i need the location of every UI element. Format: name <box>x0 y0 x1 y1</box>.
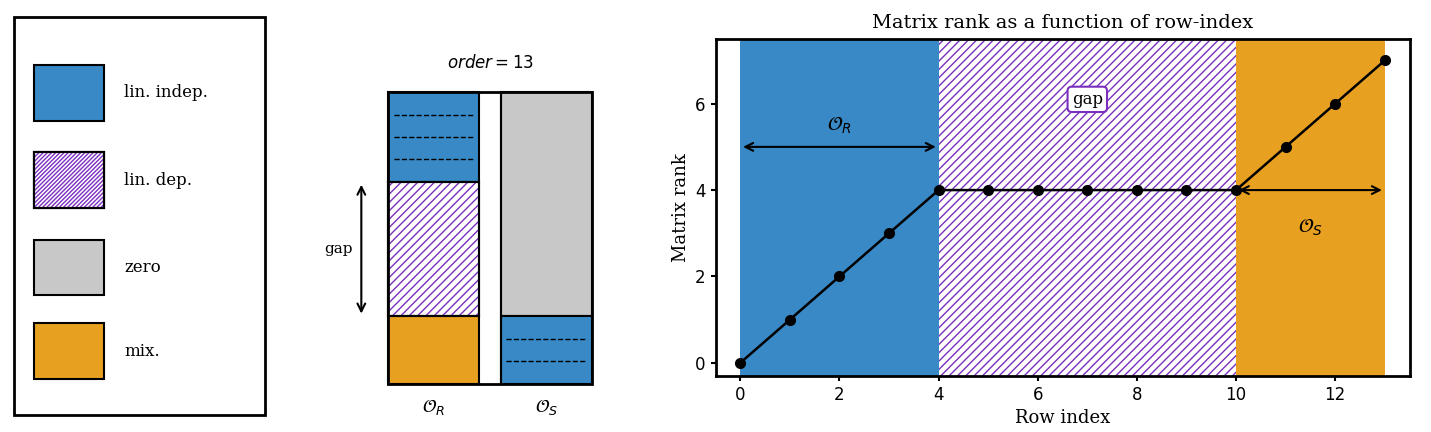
Y-axis label: Matrix rank: Matrix rank <box>671 153 690 262</box>
Text: gap: gap <box>325 242 352 256</box>
Bar <box>34 152 104 208</box>
X-axis label: Row index: Row index <box>1015 409 1110 427</box>
Title: Matrix rank as a function of row-index: Matrix rank as a function of row-index <box>871 14 1254 32</box>
Text: $\mathcal{O}_R$: $\mathcal{O}_R$ <box>422 397 445 417</box>
Bar <box>501 92 592 316</box>
Bar <box>34 65 104 121</box>
Text: gap: gap <box>1072 91 1103 108</box>
Text: $\mathcal{O}_R$: $\mathcal{O}_R$ <box>827 116 851 136</box>
Text: lin. indep.: lin. indep. <box>124 84 209 101</box>
Bar <box>939 39 1236 376</box>
Bar <box>388 316 479 384</box>
Bar <box>388 182 479 316</box>
Text: zero: zero <box>124 259 162 276</box>
Bar <box>1236 39 1385 376</box>
Bar <box>388 182 479 316</box>
Bar <box>34 323 104 379</box>
Bar <box>939 39 1236 376</box>
Bar <box>388 182 479 316</box>
Bar <box>388 92 479 182</box>
Text: $order = 13$: $order = 13$ <box>446 54 534 72</box>
Bar <box>34 152 104 208</box>
Text: lin. dep.: lin. dep. <box>124 172 193 189</box>
Bar <box>34 152 104 208</box>
Text: $\mathcal{O}_S$: $\mathcal{O}_S$ <box>535 397 558 417</box>
Bar <box>388 92 592 384</box>
Bar <box>34 240 104 295</box>
Bar <box>740 39 939 376</box>
Bar <box>501 316 592 384</box>
Bar <box>34 152 104 208</box>
Text: $\mathcal{O}_S$: $\mathcal{O}_S$ <box>1298 218 1322 238</box>
Text: mix.: mix. <box>124 343 160 359</box>
